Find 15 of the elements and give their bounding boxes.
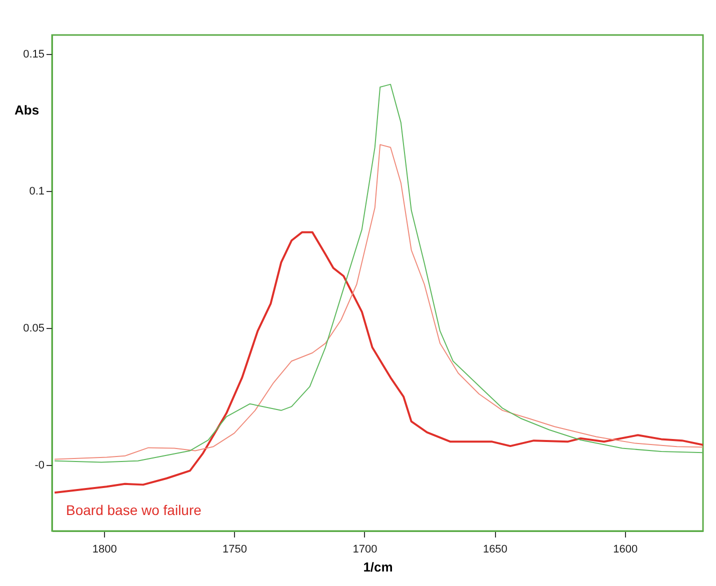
line-series (54, 231, 703, 494)
y-tick-label: 0.05 (23, 322, 44, 335)
y-axis-title: Abs (14, 102, 40, 118)
line-series (54, 144, 703, 460)
x-tick-label: 1600 (613, 544, 638, 556)
y-tick-label: 0.15 (23, 48, 44, 61)
series-label: Board base wo failure (66, 502, 202, 518)
line-series (54, 84, 703, 463)
x-tick-label: 1650 (482, 544, 508, 556)
x-tick-label: 1700 (352, 544, 378, 556)
x-axis-title: 1/cm (363, 560, 393, 574)
y-tick-label: 0.1 (29, 186, 44, 198)
y-tick-label: -0 (34, 460, 44, 472)
x-tick-label: 1800 (92, 544, 117, 556)
x-tick-label: 1750 (222, 544, 248, 556)
